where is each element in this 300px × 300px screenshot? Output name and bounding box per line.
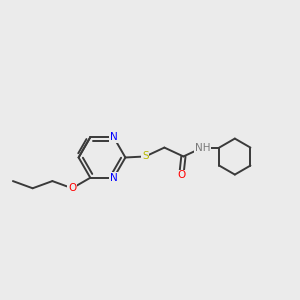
Text: NH: NH [195, 142, 210, 153]
Text: O: O [68, 183, 76, 193]
Text: N: N [110, 132, 118, 142]
Text: S: S [142, 152, 149, 161]
Text: O: O [177, 170, 185, 180]
Text: N: N [110, 173, 118, 183]
